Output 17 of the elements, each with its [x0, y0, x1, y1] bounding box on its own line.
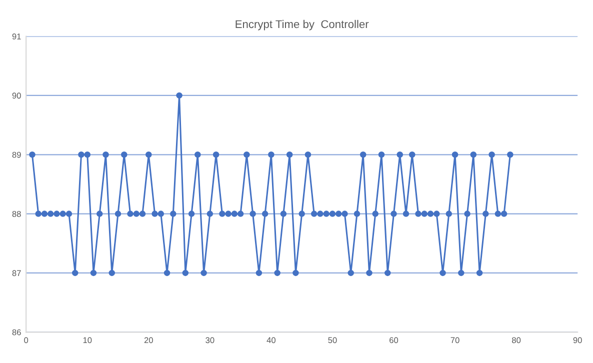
y-tick-label: 86	[12, 329, 21, 336]
x-tick-label: 20	[144, 337, 153, 344]
y-tick-label: 89	[12, 152, 21, 158]
x-tick-label: 0	[24, 337, 28, 344]
y-tick-label: 91	[12, 34, 21, 40]
x-tick-label: 60	[390, 337, 398, 344]
x-tick-label: 80	[512, 337, 521, 344]
x-tick-label: 50	[328, 337, 337, 344]
y-tick-label: 90	[12, 92, 21, 99]
y-tick-label: 87	[12, 270, 21, 276]
x-tick-label: 70	[450, 337, 460, 344]
x-tick-label: 40	[266, 337, 276, 344]
x-tick-label: 90	[573, 337, 582, 344]
x-tick-label: 30	[206, 337, 214, 344]
y-tick-label: 88	[12, 211, 21, 217]
chart-title: Encrypt Time by Controller	[236, 20, 369, 30]
x-tick-label: 10	[83, 337, 92, 344]
